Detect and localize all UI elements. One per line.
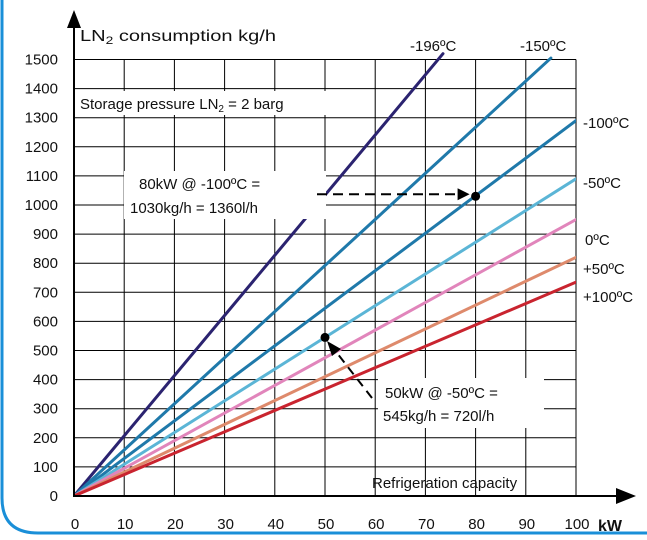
y-tick-label: 600: [33, 313, 58, 330]
annotation-arrow-line: [336, 352, 373, 399]
grid: [74, 59, 577, 496]
y-tick-label: 1300: [25, 110, 58, 127]
y-tick-label: 0: [50, 488, 58, 505]
x-tick-label: 20: [167, 516, 184, 533]
series-label: +50ºC: [583, 261, 625, 278]
y-axis-label-rest: consumption kg/h: [113, 28, 276, 45]
series-line: [74, 280, 576, 496]
annotation-point: [320, 332, 330, 342]
annotation-arrowhead: [327, 341, 341, 356]
storage-pressure-rest: = 2 barg: [224, 96, 284, 113]
y-tick-label: 1400: [25, 81, 58, 98]
storage-pressure-subscript: 2: [218, 104, 224, 115]
subtitle-box: [76, 91, 358, 115]
x-tick-labels: 0 10 20 30 40 50 60 70 80 90 100: [71, 516, 590, 533]
series-label: 0ºC: [585, 232, 610, 249]
y-tick-label: 1200: [25, 139, 58, 156]
series-line: [74, 52, 445, 496]
series-line: [74, 255, 576, 496]
y-tick-label: 1500: [25, 52, 58, 69]
series-line: [74, 119, 576, 496]
x-tick-label: 40: [267, 516, 284, 533]
series-line: [74, 218, 576, 496]
annotation-text: 545kg/h = 720l/h: [383, 408, 494, 425]
y-tick-label: 900: [33, 226, 58, 243]
y-tick-label: 400: [33, 372, 58, 389]
y-axis-label-subscript: 2: [106, 35, 114, 47]
x-tick-label: 30: [217, 516, 234, 533]
annotation-box: [378, 378, 544, 428]
y-tick-label: 1100: [26, 168, 58, 185]
storage-pressure-main: Storage pressure LN: [80, 96, 218, 113]
annotation-arrowhead: [457, 188, 470, 201]
series-label: -196ºC: [410, 38, 457, 55]
series-labels: -196ºC -150ºC -100ºC -50ºC 0ºC +50ºC +100ºC: [410, 38, 633, 306]
y-tick-labels: 0 100 200 300 400 500 600 700 800 900 1000 1100 1200…: [25, 52, 58, 506]
series-label: -50ºC: [583, 175, 621, 192]
y-tick-label: 500: [33, 343, 58, 360]
annotation-box: [124, 171, 326, 219]
annotation-text: 50kW @ -50ºC =: [385, 385, 498, 402]
y-tick-label: 800: [33, 255, 58, 272]
y-tick-label: 300: [33, 401, 58, 418]
x-tick-label: 80: [468, 516, 485, 533]
x-tick-label: 50: [318, 516, 335, 533]
x-axis-arrow: [616, 488, 636, 504]
series-label: +100ºC: [583, 289, 633, 306]
series-label: -100ºC: [583, 115, 630, 132]
storage-pressure-label: Storage pressure LN2 = 2 barg: [80, 96, 284, 115]
y-tick-label: 100: [33, 459, 58, 476]
x-tick-label: 70: [418, 516, 435, 533]
x-axis-unit: kW: [598, 518, 623, 535]
y-tick-label: 200: [33, 430, 58, 447]
y-tick-label: 700: [33, 284, 58, 301]
x-tick-label: 100: [564, 516, 589, 533]
x-tick-label: 60: [368, 516, 385, 533]
y-axis-arrow: [67, 10, 81, 28]
annotations: 80kW @ -100ºC = 1030kg/h = 1360l/h 50kW @ …: [124, 171, 544, 428]
x-tick-label: 90: [518, 516, 535, 533]
series-line: [74, 56, 553, 496]
series-label: -150ºC: [520, 38, 567, 55]
annotation-point: [471, 191, 481, 201]
annotation-text: 80kW @ -100ºC =: [139, 176, 260, 193]
x-tick-label: 0: [71, 516, 79, 533]
y-axis-label-main: LN: [80, 28, 106, 45]
y-axis-label: LN 2 consumption kg/h: [80, 28, 276, 47]
x-tick-label: 10: [117, 516, 134, 533]
x-axis-label: Refrigeration capacity: [372, 475, 518, 492]
annotation-text: 1030kg/h = 1360l/h: [130, 200, 258, 217]
y-tick-label: 1000: [25, 197, 58, 214]
